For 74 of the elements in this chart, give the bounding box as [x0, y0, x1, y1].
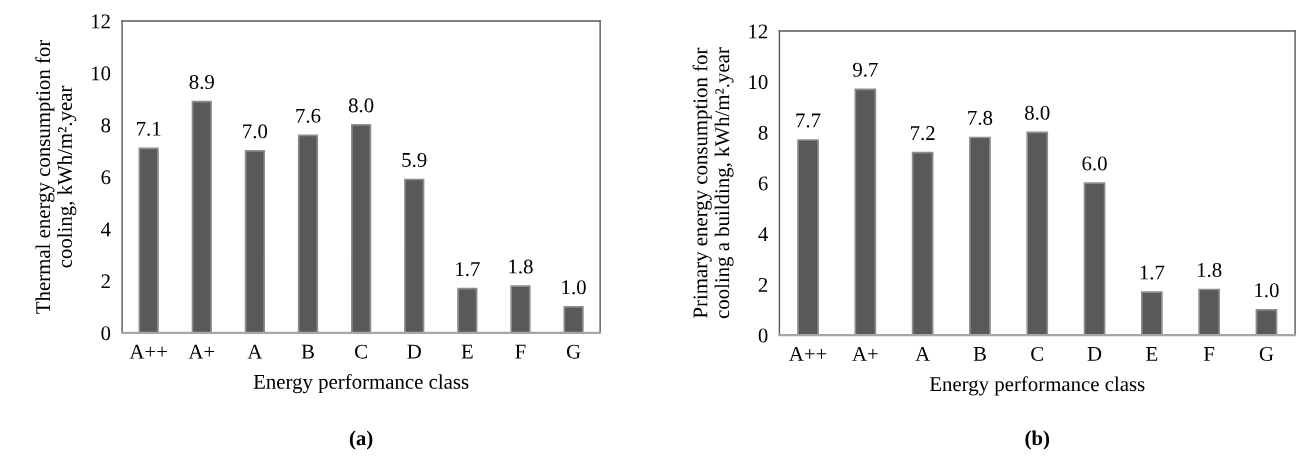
bar: [1140, 291, 1163, 336]
y-tick-label: 8: [758, 125, 768, 140]
y-tick-label: 6: [101, 170, 111, 185]
data-label: 1.7: [1140, 265, 1165, 280]
x-tick-label: E: [1146, 347, 1158, 361]
x-tick-label: A+: [852, 346, 878, 361]
x-tick-label: A: [247, 344, 263, 359]
data-label: 1.8: [1197, 262, 1222, 278]
data-label: 7.8: [968, 110, 993, 125]
y-tick-label: 12: [91, 14, 110, 29]
bar: [1026, 131, 1049, 336]
y-tick-label: 4: [100, 222, 111, 237]
x-tick-label: C: [1031, 346, 1044, 361]
x-axis-title: Energy performance class: [253, 374, 469, 394]
x-tick-label: F: [515, 344, 526, 359]
data-label: 7.7: [796, 113, 821, 128]
data-label: 1.0: [1255, 283, 1279, 298]
x-axis-title: Energy performance class: [929, 376, 1145, 396]
y-tick-label: 10: [91, 66, 111, 81]
y-tick-label: 10: [749, 75, 768, 90]
bar: [510, 285, 531, 333]
y-tick-label: 0: [101, 326, 111, 341]
data-label: 7.2: [911, 126, 935, 141]
y-tick-label: 2: [101, 274, 110, 289]
data-label: 7.6: [296, 108, 321, 123]
bar: [797, 139, 819, 336]
x-tick-label: F: [1203, 347, 1215, 361]
data-label: 8.0: [1025, 105, 1050, 120]
bar: [457, 287, 478, 333]
bar: [244, 150, 266, 333]
bar: [138, 147, 159, 333]
y-tick-label: 4: [758, 227, 768, 241]
text: (b): [1025, 430, 1050, 450]
bar: [350, 124, 372, 333]
y-tick-label: 2: [758, 277, 768, 292]
data-label: 1.8: [509, 259, 533, 274]
bar: [297, 134, 319, 333]
bar: [563, 306, 584, 333]
data-label: 8.0: [348, 98, 374, 113]
y-tick-label: 0: [758, 328, 768, 343]
bar: [404, 178, 425, 333]
x-tick-label: D: [407, 344, 421, 359]
x-tick-label: A: [915, 346, 931, 361]
x-tick-label: D: [1087, 347, 1102, 361]
text: (a): [349, 430, 373, 450]
y-axis-title: Primary energy consumption for cooling a building, kWh/m².year: [692, 47, 734, 319]
y-axis-title: Thermal energy consumption for cooling, kWh/m².year: [35, 39, 77, 314]
data-label: 1.7: [456, 262, 480, 277]
x-tick-label: G: [1259, 346, 1274, 361]
data-label: 6.0: [1082, 156, 1107, 171]
bar: [191, 100, 212, 333]
x-tick-label: A+: [188, 344, 215, 359]
x-tick-label: G: [566, 344, 581, 359]
x-tick-label: A++: [129, 344, 167, 359]
bar: [1083, 182, 1106, 336]
data-label: 8.9: [189, 74, 214, 90]
bar: [1255, 308, 1278, 336]
y-tick-label: 6: [758, 176, 768, 191]
bar: [911, 151, 934, 336]
bar: [1198, 288, 1221, 336]
data-label: 9.7: [853, 62, 878, 77]
x-tick-label: B: [973, 347, 986, 361]
bar: [969, 136, 991, 336]
x-tick-label: E: [461, 344, 473, 359]
x-tick-label: C: [355, 344, 367, 359]
y-tick-label: 8: [101, 118, 111, 133]
data-label: 5.9: [402, 152, 427, 168]
data-label: 7.1: [137, 121, 161, 136]
bar: [854, 88, 877, 336]
y-tick-label: 12: [749, 24, 768, 39]
x-tick-label: A++: [788, 346, 827, 361]
data-label: 7.0: [243, 124, 268, 139]
data-label: 1.0: [562, 280, 586, 295]
x-tick-label: B: [301, 344, 314, 359]
